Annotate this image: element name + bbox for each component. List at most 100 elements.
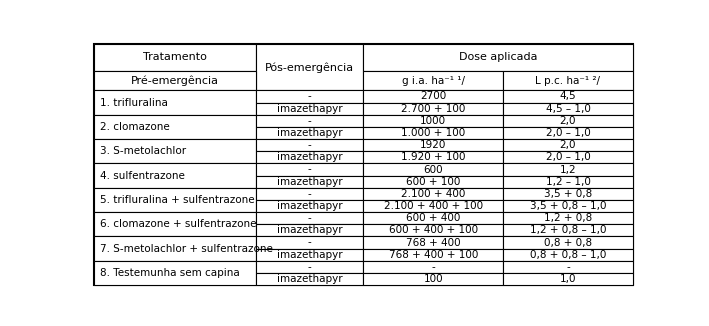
Bar bbox=[503, 212, 632, 224]
Text: Tratamento: Tratamento bbox=[143, 52, 207, 62]
Text: 1.000 + 100: 1.000 + 100 bbox=[401, 128, 466, 138]
Bar bbox=[363, 127, 503, 139]
Text: 8. Testemunha sem capina: 8. Testemunha sem capina bbox=[99, 268, 240, 278]
Bar bbox=[363, 90, 503, 103]
Bar bbox=[503, 273, 632, 285]
Text: -: - bbox=[308, 140, 311, 150]
Bar bbox=[503, 163, 632, 176]
Bar bbox=[94, 139, 256, 163]
Bar bbox=[256, 273, 363, 285]
Bar bbox=[256, 115, 363, 127]
Text: 2.100 + 400: 2.100 + 400 bbox=[401, 189, 466, 199]
Bar bbox=[256, 224, 363, 236]
Text: 1920: 1920 bbox=[420, 140, 447, 150]
Bar bbox=[256, 200, 363, 212]
Text: 2,0 – 1,0: 2,0 – 1,0 bbox=[546, 128, 591, 138]
Bar bbox=[94, 261, 256, 285]
Bar bbox=[94, 71, 256, 90]
Text: 768 + 400 + 100: 768 + 400 + 100 bbox=[389, 250, 478, 260]
Bar bbox=[503, 176, 632, 188]
Bar bbox=[256, 127, 363, 139]
Text: -: - bbox=[308, 262, 311, 272]
Bar bbox=[503, 90, 632, 103]
Text: 4,5 – 1,0: 4,5 – 1,0 bbox=[545, 104, 591, 114]
Text: imazethapyr: imazethapyr bbox=[277, 152, 342, 162]
Bar bbox=[503, 236, 632, 249]
Text: 768 + 400: 768 + 400 bbox=[406, 238, 461, 247]
Text: -: - bbox=[308, 92, 311, 101]
Bar bbox=[503, 151, 632, 163]
Bar bbox=[363, 236, 503, 249]
Bar bbox=[363, 212, 503, 224]
Text: 1.920 + 100: 1.920 + 100 bbox=[401, 152, 466, 162]
Text: imazethapyr: imazethapyr bbox=[277, 177, 342, 187]
Text: Dose aplicada: Dose aplicada bbox=[459, 52, 537, 62]
Text: imazethapyr: imazethapyr bbox=[277, 128, 342, 138]
Text: 600 + 100: 600 + 100 bbox=[406, 177, 461, 187]
Bar bbox=[363, 163, 503, 176]
Text: 600 + 400 + 100: 600 + 400 + 100 bbox=[389, 225, 478, 235]
Text: 7. S-metolachlor + sulfentrazone: 7. S-metolachlor + sulfentrazone bbox=[99, 244, 272, 254]
Text: imazethapyr: imazethapyr bbox=[277, 201, 342, 211]
Text: 0,8 + 0,8 – 1,0: 0,8 + 0,8 – 1,0 bbox=[530, 250, 606, 260]
Bar bbox=[256, 176, 363, 188]
Text: 2. clomazone: 2. clomazone bbox=[99, 122, 169, 132]
Text: -: - bbox=[308, 116, 311, 126]
Text: 1. trifluralina: 1. trifluralina bbox=[99, 97, 167, 108]
Bar bbox=[256, 188, 363, 200]
Bar bbox=[503, 115, 632, 127]
Bar bbox=[363, 103, 503, 115]
Bar bbox=[503, 200, 632, 212]
Text: 3. S-metolachlor: 3. S-metolachlor bbox=[99, 146, 186, 156]
Text: 600: 600 bbox=[423, 165, 443, 174]
Text: -: - bbox=[308, 238, 311, 247]
Bar bbox=[503, 139, 632, 151]
Bar bbox=[503, 103, 632, 115]
Text: L p.c. ha⁻¹ ²/: L p.c. ha⁻¹ ²/ bbox=[535, 76, 601, 85]
Text: g i.a. ha⁻¹ ¹/: g i.a. ha⁻¹ ¹/ bbox=[402, 76, 465, 85]
Bar bbox=[363, 151, 503, 163]
Bar bbox=[363, 139, 503, 151]
Bar bbox=[363, 200, 503, 212]
Text: 4,5: 4,5 bbox=[559, 92, 576, 101]
Text: 0,8 + 0,8: 0,8 + 0,8 bbox=[544, 238, 592, 247]
Bar bbox=[503, 188, 632, 200]
Bar bbox=[256, 151, 363, 163]
Text: 2,0 – 1,0: 2,0 – 1,0 bbox=[546, 152, 591, 162]
Bar bbox=[256, 44, 363, 90]
Bar bbox=[94, 236, 256, 261]
Bar bbox=[363, 71, 503, 90]
Text: 1,2 + 0,8: 1,2 + 0,8 bbox=[544, 213, 592, 223]
Text: 2.700 + 100: 2.700 + 100 bbox=[401, 104, 466, 114]
Text: 1000: 1000 bbox=[420, 116, 447, 126]
Text: 6. clomazone + sulfentrazone: 6. clomazone + sulfentrazone bbox=[99, 219, 256, 229]
Text: 100: 100 bbox=[423, 274, 443, 284]
Bar bbox=[503, 224, 632, 236]
Text: -: - bbox=[432, 262, 435, 272]
Bar bbox=[363, 188, 503, 200]
Text: 600 + 400: 600 + 400 bbox=[406, 213, 461, 223]
Text: imazethapyr: imazethapyr bbox=[277, 104, 342, 114]
Text: -: - bbox=[308, 165, 311, 174]
Text: -: - bbox=[308, 213, 311, 223]
Text: 5. trifluralina + sulfentrazone: 5. trifluralina + sulfentrazone bbox=[99, 195, 255, 205]
Bar bbox=[363, 273, 503, 285]
Text: imazethapyr: imazethapyr bbox=[277, 274, 342, 284]
Bar bbox=[363, 261, 503, 273]
Text: 2.100 + 400 + 100: 2.100 + 400 + 100 bbox=[384, 201, 483, 211]
Text: 1,0: 1,0 bbox=[559, 274, 576, 284]
Bar bbox=[256, 163, 363, 176]
Text: 2,0: 2,0 bbox=[559, 140, 576, 150]
Bar bbox=[363, 44, 632, 71]
Text: -: - bbox=[566, 262, 570, 272]
Bar bbox=[256, 249, 363, 261]
Text: 1,2 – 1,0: 1,2 – 1,0 bbox=[545, 177, 591, 187]
Text: 1,2: 1,2 bbox=[559, 165, 576, 174]
Text: -: - bbox=[308, 189, 311, 199]
Bar bbox=[256, 261, 363, 273]
Bar bbox=[256, 212, 363, 224]
Text: 2,0: 2,0 bbox=[559, 116, 576, 126]
Bar bbox=[503, 249, 632, 261]
Bar bbox=[256, 139, 363, 151]
Text: 3,5 + 0,8 – 1,0: 3,5 + 0,8 – 1,0 bbox=[530, 201, 606, 211]
